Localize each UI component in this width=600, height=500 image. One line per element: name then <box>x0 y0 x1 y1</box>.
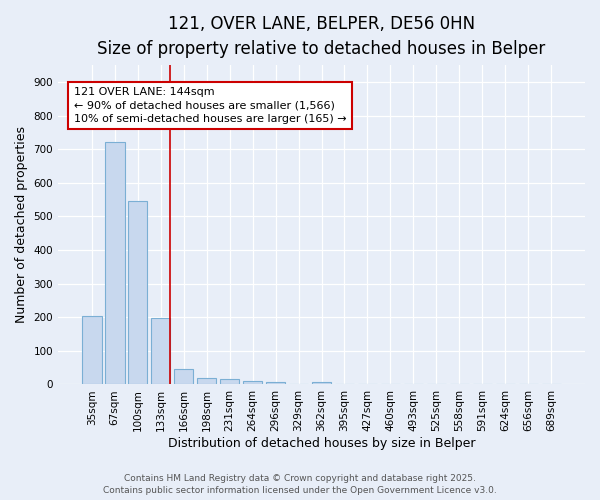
Bar <box>312 382 331 384</box>
Bar <box>243 381 262 384</box>
Bar <box>151 318 170 384</box>
X-axis label: Distribution of detached houses by size in Belper: Distribution of detached houses by size … <box>168 437 475 450</box>
Y-axis label: Number of detached properties: Number of detached properties <box>15 126 28 324</box>
Bar <box>82 316 101 384</box>
Text: Contains HM Land Registry data © Crown copyright and database right 2025.
Contai: Contains HM Land Registry data © Crown c… <box>103 474 497 495</box>
Bar <box>105 142 125 384</box>
Bar <box>174 369 193 384</box>
Title: 121, OVER LANE, BELPER, DE56 0HN
Size of property relative to detached houses in: 121, OVER LANE, BELPER, DE56 0HN Size of… <box>97 15 545 58</box>
Bar <box>220 380 239 384</box>
Bar <box>266 382 286 384</box>
Bar <box>197 378 217 384</box>
Text: 121 OVER LANE: 144sqm
← 90% of detached houses are smaller (1,566)
10% of semi-d: 121 OVER LANE: 144sqm ← 90% of detached … <box>74 88 346 124</box>
Bar <box>128 202 148 384</box>
